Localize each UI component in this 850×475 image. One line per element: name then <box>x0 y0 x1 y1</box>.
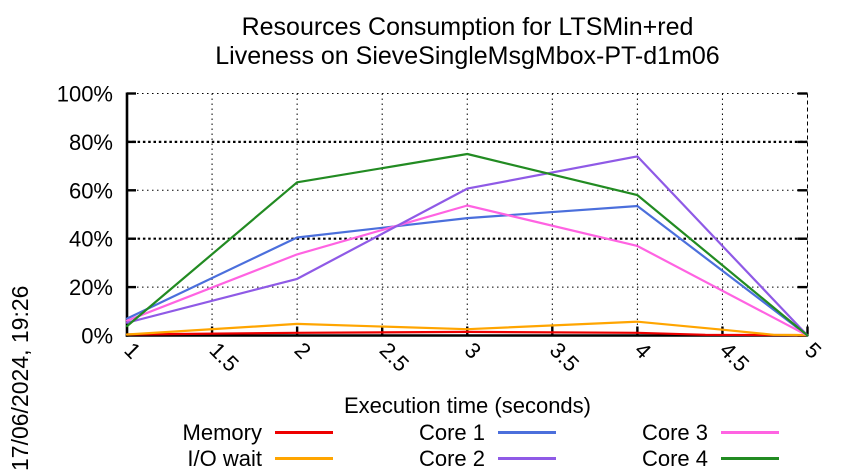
series-line-core-1 <box>125 204 809 337</box>
x-tick-label: 3.5 <box>545 337 584 376</box>
x-tick-label: 4 <box>630 337 656 363</box>
legend-item-core-4: Core 4 <box>602 446 779 471</box>
legend: Memory I/O wait Core 1 Core 2 Core 3 Core 4 <box>127 420 808 471</box>
y-tick-label: 0% <box>81 324 113 349</box>
legend-label-core-3: Core 3 <box>641 419 708 445</box>
legend-swatch-i-o-wait <box>275 457 333 460</box>
legend-column: Core 1 Core 2 <box>379 420 556 471</box>
legend-item-core-2: Core 2 <box>379 446 556 471</box>
legend-item-core-1: Core 1 <box>379 420 556 445</box>
legend-label-core-4: Core 4 <box>641 445 708 471</box>
legend-column: Memory I/O wait <box>156 420 333 471</box>
chart-title-line2: Liveness on SieveSingleMsgMbox-PT-d1m06 <box>215 42 720 70</box>
y-tick-label: 40% <box>69 227 113 252</box>
x-tick-label: 5 <box>800 337 826 363</box>
legend-swatch-core-2 <box>498 457 556 460</box>
x-tick-label: 2 <box>290 337 316 363</box>
chart-title: Resources Consumption for LTSMin+red Liv… <box>127 13 808 71</box>
legend-label-core-1: Core 1 <box>418 419 485 445</box>
chart-title-line1: Resources Consumption for LTSMin+red <box>241 13 694 41</box>
y-tick-label: 60% <box>69 178 113 203</box>
legend-swatch-memory <box>275 431 333 434</box>
series-line-core-4 <box>125 152 809 337</box>
y-tick-label: 80% <box>69 130 113 155</box>
x-tick-label: 1 <box>119 337 145 363</box>
legend-swatch-core-4 <box>721 457 779 460</box>
series-line-core-2 <box>125 155 809 337</box>
x-axis-title: Execution time (seconds) <box>344 393 591 418</box>
legend-label-core-2: Core 2 <box>418 445 485 471</box>
series-line-core-3 <box>125 204 809 337</box>
x-tick-label: 1.5 <box>205 337 244 376</box>
y-tick-label: 100% <box>57 82 113 107</box>
y-tick-label: 20% <box>69 275 113 300</box>
legend-swatch-core-3 <box>721 431 779 434</box>
series-line-i-o-wait <box>125 320 809 337</box>
legend-swatch-core-1 <box>498 431 556 434</box>
legend-item-core-3: Core 3 <box>602 420 779 445</box>
legend-item-memory: Memory <box>156 420 333 445</box>
legend-label-memory: Memory <box>182 419 262 445</box>
x-tick-label: 4.5 <box>715 337 754 376</box>
legend-column: Core 3 Core 4 <box>602 420 779 471</box>
legend-label-i-o-wait: I/O wait <box>187 445 262 471</box>
x-tick-label: 3 <box>460 337 486 363</box>
legend-item-i-o-wait: I/O wait <box>156 446 333 471</box>
x-tick-label: 2.5 <box>375 337 414 376</box>
series-line-memory <box>125 330 809 337</box>
